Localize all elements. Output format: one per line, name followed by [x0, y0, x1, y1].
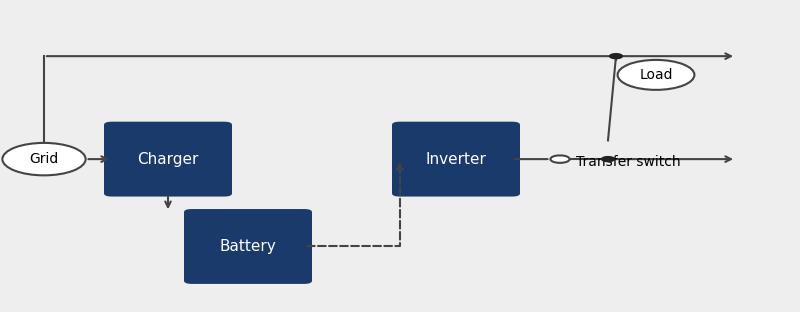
- Circle shape: [602, 157, 614, 162]
- Text: Inverter: Inverter: [426, 152, 486, 167]
- Circle shape: [550, 155, 570, 163]
- Circle shape: [610, 54, 622, 59]
- Circle shape: [2, 143, 86, 175]
- Text: Grid: Grid: [30, 152, 58, 166]
- Text: Charger: Charger: [138, 152, 198, 167]
- Text: Battery: Battery: [220, 239, 276, 254]
- FancyBboxPatch shape: [392, 122, 520, 197]
- Text: Transfer switch: Transfer switch: [576, 155, 681, 169]
- FancyBboxPatch shape: [104, 122, 232, 197]
- FancyBboxPatch shape: [184, 209, 312, 284]
- Text: Load: Load: [639, 68, 673, 82]
- Circle shape: [618, 60, 694, 90]
